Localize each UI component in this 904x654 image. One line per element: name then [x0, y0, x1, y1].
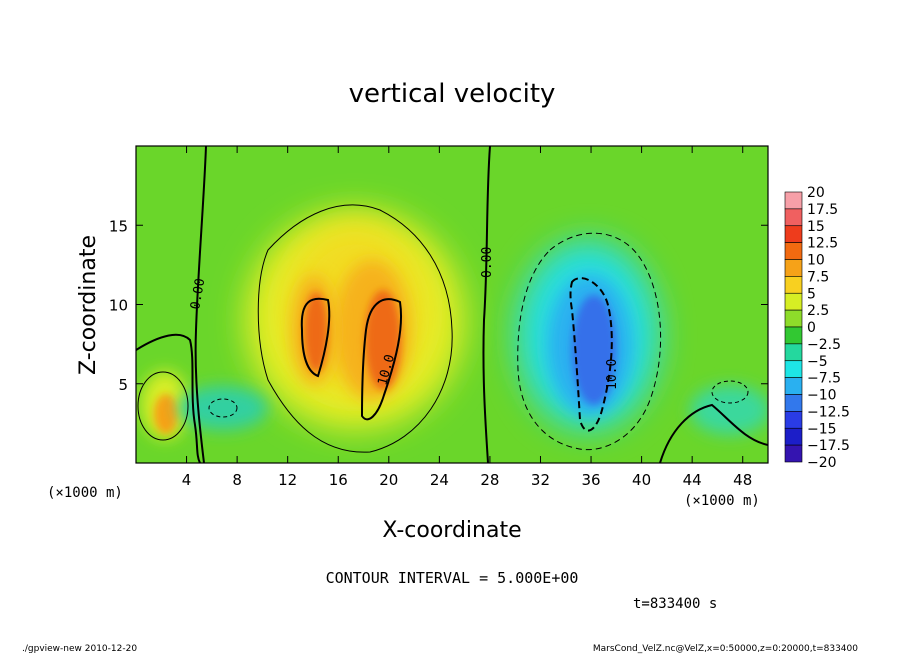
colorbar-cell: [784, 326, 803, 345]
colorbar-cell: [784, 411, 803, 429]
x-tick-label: 40: [632, 471, 651, 489]
colorbar-label: −5: [807, 354, 828, 370]
colorbar-cell: [784, 377, 803, 395]
colorbar-label: −15: [807, 421, 837, 437]
colorbar-label: −17.5: [807, 438, 850, 454]
chart-title: vertical velocity: [349, 79, 556, 109]
x-tick-label: 16: [329, 471, 348, 489]
colorbar-cell: [784, 242, 803, 260]
colorbar-label: −7.5: [807, 371, 841, 387]
time-label: t=833400 s: [633, 596, 717, 612]
colorbar-cell: [784, 208, 803, 227]
colorbar-cell: [784, 309, 803, 328]
x-tick-label: 36: [581, 471, 600, 489]
x-tick-label: 32: [531, 471, 550, 489]
x-tick-label: 8: [232, 471, 242, 489]
x-tick-label: 48: [733, 471, 752, 489]
y-tick-label: 10: [109, 297, 128, 315]
y-axis: 5 10 15: [109, 217, 768, 394]
colorbar: 2017.51512.5107.552.50−2.5−5−7.5−10−12.5…: [784, 185, 850, 471]
colorbar-cell: [784, 225, 803, 243]
colorbar-label: −12.5: [807, 404, 850, 420]
x-tick-label: 44: [683, 471, 702, 489]
colorbar-cell: [784, 427, 803, 446]
colorbar-label: −20: [807, 455, 837, 471]
velocity-field: [136, 146, 768, 463]
colorbar-label: 17.5: [807, 202, 838, 218]
colorbar-label: −10: [807, 388, 837, 404]
x-unit-left: (×1000 m): [47, 485, 123, 501]
contour-label-downdraft: 10.0: [605, 359, 620, 390]
x-tick-label: 4: [182, 471, 192, 489]
x-tick-label: 20: [379, 471, 398, 489]
colorbar-cell: [784, 292, 803, 311]
contour-interval: CONTOUR INTERVAL = 5.000E+00: [326, 569, 579, 587]
x-tick-label: 24: [430, 471, 449, 489]
colorbar-cell: [784, 259, 803, 277]
y-tick-label: 5: [118, 376, 128, 394]
colorbar-label: 5: [807, 286, 816, 302]
colorbar-cell: [784, 343, 803, 362]
contour-label-zero-left: 0.00: [188, 277, 208, 310]
colorbar-label: 15: [807, 219, 825, 235]
x-unit-right: (×1000 m): [684, 493, 760, 509]
colorbar-label: 20: [807, 185, 825, 201]
x-axis-title: X-coordinate: [382, 518, 521, 543]
footer-left: ./gpview-new 2010-12-20: [22, 644, 137, 654]
colorbar-label: 12.5: [807, 236, 838, 252]
y-tick-label: 15: [109, 217, 128, 235]
x-tick-label: 28: [480, 471, 499, 489]
colorbar-cell: [784, 394, 803, 412]
x-tick-label: 12: [278, 471, 297, 489]
colorbar-cell: [784, 276, 803, 294]
colorbar-label: −2.5: [807, 337, 841, 353]
footer-right: MarsCond_VelZ.nc@VelZ,x=0:50000,z=0:2000…: [593, 644, 858, 654]
colorbar-label: 10: [807, 253, 825, 269]
colorbar-cell: [784, 444, 803, 463]
x-axis: 4 8 12 16 20 24 28 32 36 40 44 48: [182, 146, 752, 489]
y-axis-title: Z-coordinate: [76, 235, 101, 375]
colorbar-label: 2.5: [807, 303, 829, 319]
contour-label-zero-mid: 0.00: [480, 247, 495, 278]
colorbar-cell: [784, 360, 803, 378]
colorbar-cell: [784, 191, 803, 210]
colorbar-label: 0: [807, 320, 816, 336]
colorbar-label: 7.5: [807, 269, 829, 285]
